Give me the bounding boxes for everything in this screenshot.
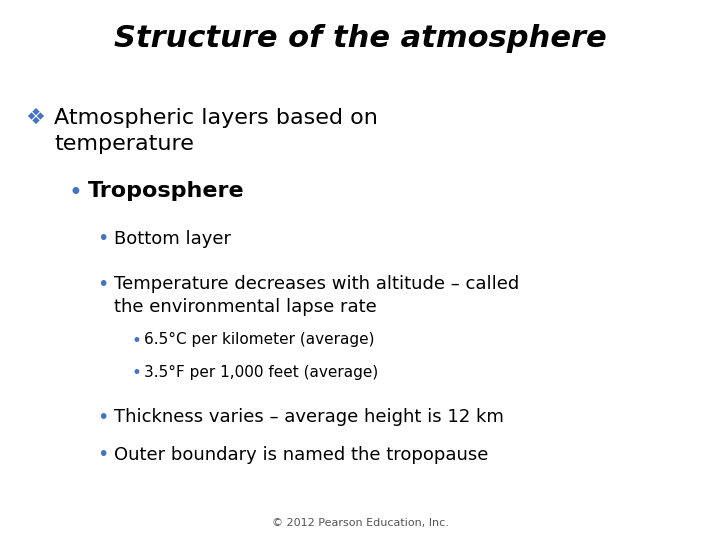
Text: Thickness varies – average height is 12 km: Thickness varies – average height is 12 … (114, 408, 503, 426)
Text: •: • (131, 364, 141, 382)
Text: Structure of the atmosphere: Structure of the atmosphere (114, 24, 606, 53)
Text: Temperature decreases with altitude – called
the environmental lapse rate: Temperature decreases with altitude – ca… (114, 275, 519, 316)
Text: Bottom layer: Bottom layer (114, 230, 230, 247)
Text: ❖: ❖ (25, 108, 45, 128)
Text: Outer boundary is named the tropopause: Outer boundary is named the tropopause (114, 446, 488, 463)
Text: © 2012 Pearson Education, Inc.: © 2012 Pearson Education, Inc. (271, 518, 449, 528)
Text: •: • (97, 408, 109, 427)
Text: •: • (97, 230, 109, 248)
Text: 3.5°F per 1,000 feet (average): 3.5°F per 1,000 feet (average) (144, 364, 378, 380)
Text: •: • (97, 446, 109, 464)
Text: 6.5°C per kilometer (average): 6.5°C per kilometer (average) (144, 332, 374, 347)
Text: Atmospheric layers based on
temperature: Atmospheric layers based on temperature (54, 108, 378, 153)
Text: •: • (131, 332, 141, 350)
Text: •: • (68, 181, 82, 205)
Text: •: • (97, 275, 109, 294)
Text: Troposphere: Troposphere (88, 181, 245, 201)
